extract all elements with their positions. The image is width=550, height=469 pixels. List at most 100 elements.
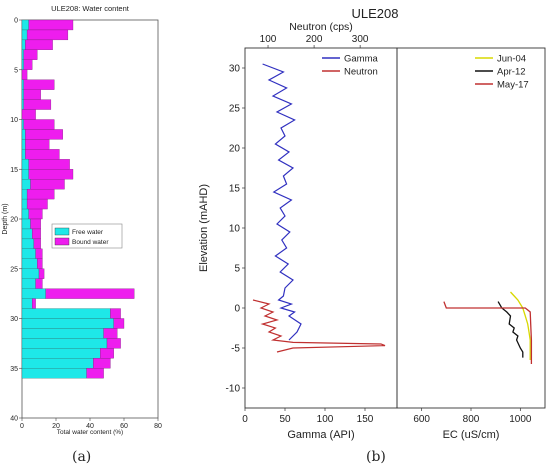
panel-a-xtick-label: 40 xyxy=(86,423,94,430)
bound-water-bar xyxy=(25,149,60,160)
bound-water-bar xyxy=(32,228,41,240)
free-water-bar xyxy=(21,258,38,269)
bound-water-bar xyxy=(100,348,114,359)
bound-water-bar xyxy=(26,29,69,41)
free-water-bar xyxy=(21,298,33,309)
bound-water-bar xyxy=(110,308,121,319)
free-water-bar xyxy=(21,188,28,200)
panel-a-xlabel: Total water content (%) xyxy=(57,429,123,436)
panel-b-ytick-label: 5 xyxy=(234,264,240,275)
panel-b-title: ULE208 xyxy=(352,6,399,21)
free-water-bar xyxy=(21,198,28,210)
free-water-bar xyxy=(21,278,36,289)
panel-b-ytick-label: 10 xyxy=(229,224,241,235)
panel-b-ytick-label: 0 xyxy=(234,304,240,315)
legend-label-jun-04: Jun-04 xyxy=(497,54,526,65)
series-line-neutron xyxy=(252,299,386,353)
panel-b-ytick-label: -5 xyxy=(231,344,240,355)
bound-water-bar xyxy=(37,258,43,269)
free-water-bar xyxy=(21,129,26,140)
panel-a-ytick-label: 5 xyxy=(14,67,18,74)
caption-b: (b) xyxy=(366,449,386,465)
legend-label-may-17: May-17 xyxy=(497,80,529,91)
bound-water-bar xyxy=(23,99,52,110)
free-water-bar xyxy=(21,288,46,299)
panel-a-ytick-label: 30 xyxy=(10,316,18,323)
bound-water-bar xyxy=(23,119,55,130)
free-water-bar xyxy=(21,169,29,180)
free-water-bar xyxy=(21,218,31,230)
panel-a-ytick-label: 40 xyxy=(10,416,18,423)
bound-water-bar xyxy=(28,169,74,180)
bound-water-bar xyxy=(93,358,111,369)
bound-water-bar xyxy=(35,248,43,259)
free-water-bar xyxy=(21,338,108,349)
free-water-bar xyxy=(21,208,29,220)
bound-water-bar xyxy=(28,19,74,31)
panel-b-ytick-label: 30 xyxy=(229,64,241,75)
free-water-bar xyxy=(21,268,40,279)
bound-water-bar xyxy=(86,368,104,379)
panel-b-ec-xtick-label: 800 xyxy=(463,414,480,425)
free-water-bar xyxy=(21,328,104,339)
bound-water-bar xyxy=(25,39,53,51)
bound-water-bar xyxy=(103,328,118,339)
bound-water-bar xyxy=(26,188,55,200)
legend-label-gamma: Gamma xyxy=(344,54,379,65)
panel-b-ec-xtick-label: 1000 xyxy=(509,414,532,425)
free-water-bar xyxy=(21,139,26,150)
panel-b-top-xtick-label: 100 xyxy=(260,34,277,45)
bound-water-bar xyxy=(25,139,50,150)
panel-a-ytick-label: 0 xyxy=(14,18,18,25)
bound-water-bar xyxy=(23,79,55,90)
panel-b-top-xtick-label: 200 xyxy=(306,34,323,45)
free-water-bar xyxy=(21,348,101,359)
free-water-bar xyxy=(21,59,24,70)
free-water-bar xyxy=(21,248,36,259)
bound-water-bar xyxy=(35,278,43,289)
bound-water-bar xyxy=(21,69,28,80)
bound-water-bar xyxy=(38,268,45,279)
series-line-apr-12 xyxy=(497,301,524,358)
free-water-bar xyxy=(21,228,33,240)
panel-b-xtick-label: 150 xyxy=(357,414,374,425)
bound-water-bar xyxy=(23,89,41,100)
free-water-bar xyxy=(21,238,35,249)
panel-b-xtick-label: 50 xyxy=(279,414,291,425)
free-water-bar xyxy=(21,49,24,60)
free-water-bar xyxy=(21,89,24,100)
bound-water-bar xyxy=(23,59,33,70)
panel-b-xtick-label: 100 xyxy=(317,414,334,425)
bound-water-bar xyxy=(28,159,70,170)
legend-swatch-bound xyxy=(54,237,70,246)
panel-b-left-frame xyxy=(244,47,398,409)
panel-a-xtick-label: 0 xyxy=(20,423,24,430)
bound-water-bar xyxy=(21,109,36,120)
panel-a-ytick-label: 20 xyxy=(10,217,18,224)
free-water-bar xyxy=(21,79,24,90)
panel-b-ytick-label: 15 xyxy=(229,184,241,195)
bound-water-bar xyxy=(30,218,41,230)
bound-water-bar xyxy=(28,208,43,220)
bound-water-bar xyxy=(113,318,125,329)
free-water-bar xyxy=(21,99,24,110)
series-line-may-17 xyxy=(443,301,533,364)
panel-b-xlabel: Gamma (API) xyxy=(287,429,354,441)
bound-water-bar xyxy=(23,49,38,60)
bound-water-bar xyxy=(26,198,48,210)
panel-a-ylabel: Depth (m) xyxy=(2,203,9,234)
bound-water-bar xyxy=(25,129,63,140)
panel-a-ytick-label: 10 xyxy=(10,117,18,124)
panel-b-ytick-label: 20 xyxy=(229,144,241,155)
caption-a: (a) xyxy=(72,449,92,465)
series-line-jun-04 xyxy=(510,291,531,360)
free-water-bar xyxy=(21,368,87,379)
free-water-bar xyxy=(21,119,24,130)
bound-water-bar xyxy=(32,298,36,309)
bound-water-bar xyxy=(30,179,65,190)
panel-a-xtick-label: 60 xyxy=(120,423,128,430)
free-water-bar xyxy=(21,318,114,329)
panel-b-ec-xtick-label: 600 xyxy=(413,414,430,425)
panel-a-title: ULE208: Water content xyxy=(51,4,130,13)
